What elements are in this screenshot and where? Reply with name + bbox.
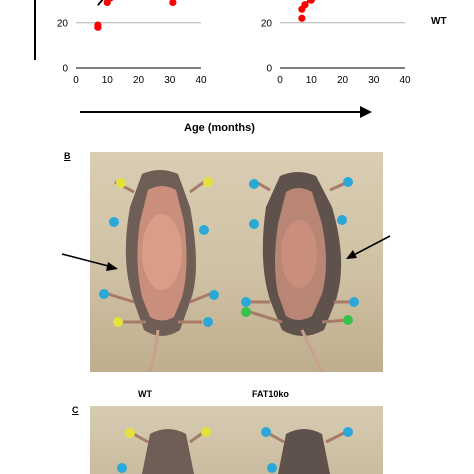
x-tick-label: 10: [102, 75, 114, 86]
panel-b-label: B: [64, 151, 71, 161]
data-point: [107, 0, 114, 2]
y-axis-arrow-line: [34, 0, 36, 60]
data-point: [307, 0, 315, 4]
x-tick-label: 10: [306, 75, 318, 86]
x-tick-label: 40: [399, 75, 411, 86]
y-tick-label: 20: [57, 18, 69, 29]
x-tick-label: 20: [133, 75, 145, 86]
y-tick-label: 0: [62, 64, 68, 75]
x-tick-label: 30: [368, 75, 380, 86]
mouse-photo-b: [90, 152, 383, 372]
x-tick-label: 20: [337, 75, 349, 86]
caption-wt: WT: [138, 389, 152, 399]
mouse-left: [99, 170, 219, 372]
data-point: [94, 21, 102, 29]
data-point: [169, 0, 177, 7]
group-label-wt: WT: [431, 16, 447, 27]
x-tick-label: 0: [277, 75, 283, 86]
x-tick-label: 40: [195, 75, 207, 86]
y-tick-label: 20: [261, 18, 273, 29]
y-tick-label: 0: [266, 64, 272, 75]
caption-fat10ko: FAT10ko: [252, 389, 289, 399]
data-point: [103, 0, 111, 7]
data-point: [298, 14, 306, 22]
mouse-right: [241, 172, 359, 372]
x-tick-label: 30: [164, 75, 176, 86]
data-point: [301, 1, 309, 9]
mouse-photo-c: [90, 406, 383, 474]
x-tick-label: 0: [73, 75, 79, 86]
panel-c-label: C: [72, 405, 79, 415]
x-axis-label: Age (months): [184, 122, 255, 134]
